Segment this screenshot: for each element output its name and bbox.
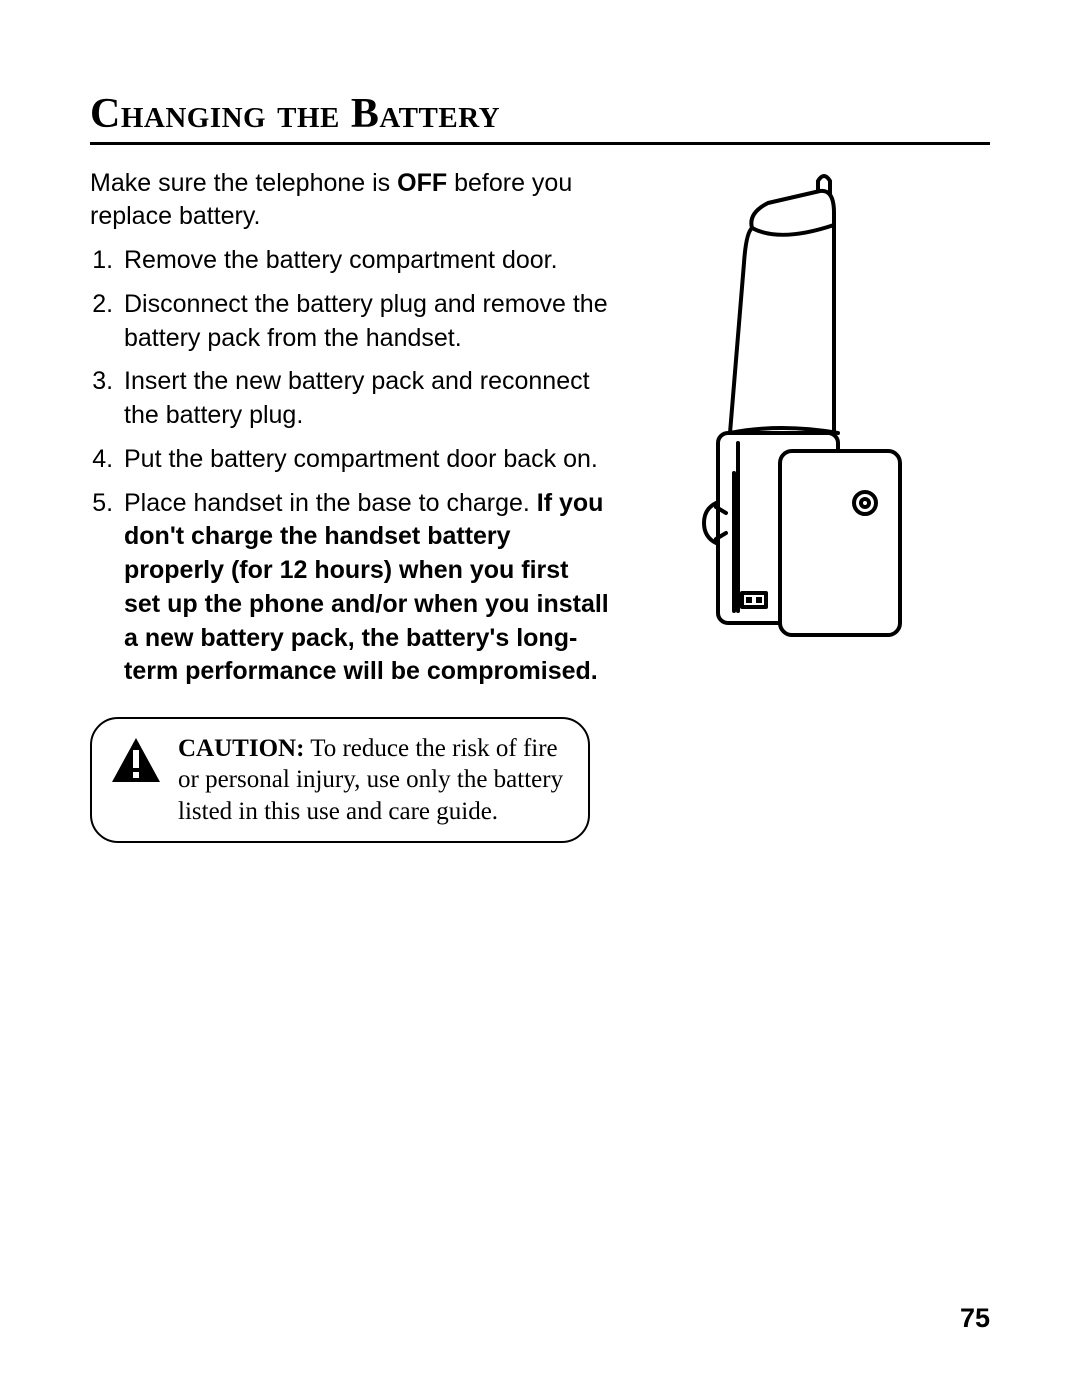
text-column: Make sure the telephone is OFF before yo… bbox=[90, 167, 610, 843]
step-3: Insert the new battery pack and reconnec… bbox=[120, 365, 610, 433]
intro-paragraph: Make sure the telephone is OFF before yo… bbox=[90, 167, 610, 232]
page-title: Changing the Battery bbox=[90, 90, 990, 138]
warning-icon bbox=[110, 733, 162, 787]
step-bold: If you don't charge the handset battery … bbox=[124, 489, 609, 686]
content-row: Make sure the telephone is OFF before yo… bbox=[90, 167, 990, 843]
caution-box: CAUTION: To reduce the risk of fire or p… bbox=[90, 717, 590, 843]
step-1: Remove the battery compartment door. bbox=[120, 244, 610, 278]
caution-label: CAUTION: bbox=[178, 735, 304, 762]
step-5: Place handset in the base to charge. If … bbox=[120, 487, 610, 690]
step-text: Disconnect the battery plug and remove t… bbox=[124, 290, 608, 352]
step-pre: Place handset in the base to charge. bbox=[124, 489, 537, 517]
step-text: Remove the battery compartment door. bbox=[124, 246, 558, 274]
step-text: Put the battery compartment door back on… bbox=[124, 445, 598, 473]
step-2: Disconnect the battery plug and remove t… bbox=[120, 288, 610, 356]
illustration-column bbox=[610, 167, 990, 663]
page-number: 75 bbox=[960, 1303, 990, 1334]
title-rule: Changing the Battery bbox=[90, 90, 990, 145]
handset-illustration bbox=[670, 173, 930, 663]
step-text: Insert the new battery pack and reconnec… bbox=[124, 367, 590, 429]
step-4: Put the battery compartment door back on… bbox=[120, 443, 610, 477]
intro-pre: Make sure the telephone is bbox=[90, 169, 397, 197]
steps-list: Remove the battery compartment door. Dis… bbox=[90, 244, 610, 689]
intro-bold: OFF bbox=[397, 169, 447, 197]
caution-text: CAUTION: To reduce the risk of fire or p… bbox=[178, 733, 570, 827]
